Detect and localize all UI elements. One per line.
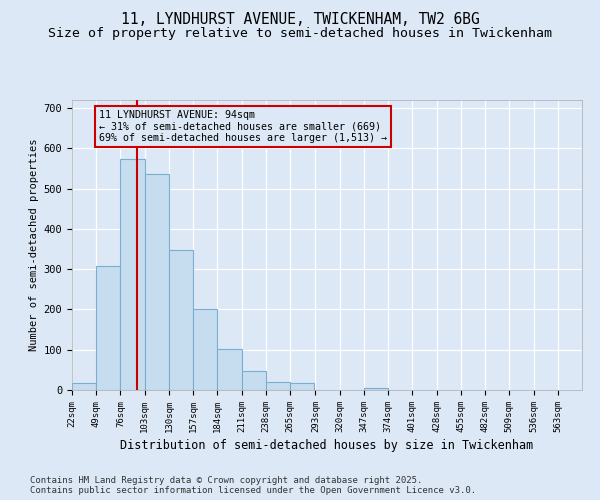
Bar: [121, 159, 145, 390]
Y-axis label: Number of semi-detached properties: Number of semi-detached properties: [29, 138, 40, 352]
Bar: [169, 250, 193, 390]
Text: Contains HM Land Registry data © Crown copyright and database right 2025.
Contai: Contains HM Land Registry data © Crown c…: [30, 476, 476, 495]
Bar: [242, 371, 266, 390]
Bar: [217, 348, 242, 390]
Bar: [364, 388, 388, 390]
Bar: [96, 266, 121, 390]
Bar: [145, 174, 169, 390]
Bar: [72, 383, 96, 390]
Text: Size of property relative to semi-detached houses in Twickenham: Size of property relative to semi-detach…: [48, 28, 552, 40]
Bar: [290, 383, 314, 390]
Text: 11, LYNDHURST AVENUE, TWICKENHAM, TW2 6BG: 11, LYNDHURST AVENUE, TWICKENHAM, TW2 6B…: [121, 12, 479, 28]
Bar: [193, 310, 217, 390]
Text: 11 LYNDHURST AVENUE: 94sqm
← 31% of semi-detached houses are smaller (669)
69% o: 11 LYNDHURST AVENUE: 94sqm ← 31% of semi…: [99, 110, 387, 144]
Bar: [266, 382, 290, 390]
X-axis label: Distribution of semi-detached houses by size in Twickenham: Distribution of semi-detached houses by …: [121, 439, 533, 452]
